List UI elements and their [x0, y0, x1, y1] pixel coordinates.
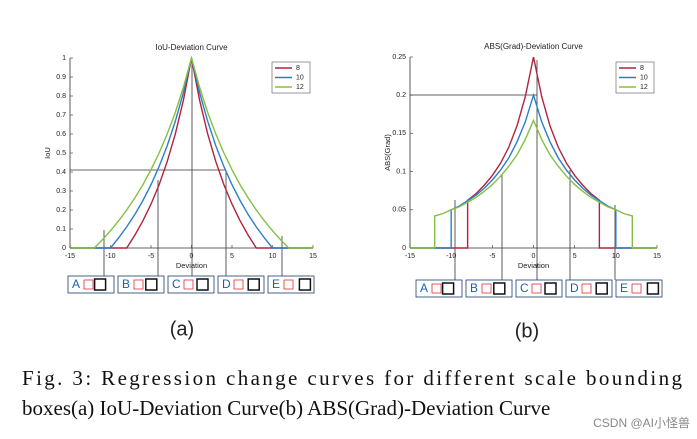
black-square: [298, 278, 312, 291]
y-tick-label: 0.7: [56, 112, 66, 119]
chart-title: IoU-Deviation Curve: [155, 43, 228, 52]
black-square: [247, 278, 260, 291]
chart-title: ABS(Grad)-Deviation Curve: [484, 42, 583, 51]
black-square: [493, 282, 506, 295]
x-tick-label: -5: [148, 253, 154, 260]
x-axis-label: Deviation: [518, 261, 549, 270]
black-square: [441, 282, 455, 295]
x-tick-label: 15: [653, 253, 661, 260]
panel-box: [415, 279, 463, 298]
y-tick-label: 0.1: [396, 168, 406, 175]
caption-line: boxes(a) IoU-Deviation Curve(b) ABS(Grad…: [22, 396, 550, 420]
legend-label: 12: [640, 84, 648, 91]
black-square: [93, 278, 107, 291]
black-square: [646, 282, 660, 295]
x-tick-label: 10: [612, 253, 620, 260]
y-tick-label: 1: [62, 55, 66, 62]
black-square: [196, 278, 209, 291]
panel-box: [465, 279, 513, 298]
x-axis-label: Deviation: [176, 261, 207, 270]
y-tick-label: 0.2: [396, 92, 406, 99]
panel-letter: D: [222, 277, 231, 291]
x-tick-label: 15: [309, 253, 317, 260]
x-tick-label: 0: [190, 253, 194, 260]
x-tick-label: -10: [105, 253, 115, 260]
legend-label: 8: [640, 65, 644, 72]
x-tick-label: 0: [532, 253, 536, 260]
red-square: [233, 279, 244, 290]
x-tick-label: -15: [405, 253, 415, 260]
panel-letter: E: [620, 281, 628, 295]
y-tick-label: 0.3: [56, 188, 66, 195]
y-tick-label: 0.05: [392, 207, 406, 214]
panel-box: [67, 275, 115, 294]
y-tick-label: 0.2: [56, 207, 66, 214]
black-square: [544, 282, 557, 295]
x-tick-label: -10: [446, 253, 456, 260]
guide-lines: [70, 60, 616, 280]
y-tick-label: 0.9: [56, 74, 66, 81]
data-line: [410, 118, 657, 249]
x-tick-label: 10: [269, 253, 277, 260]
panel-letter: C: [520, 281, 529, 295]
data-line: [70, 55, 313, 249]
panel-box: [217, 275, 265, 294]
y-tick-label: 0.6: [56, 131, 66, 138]
data-line: [410, 92, 657, 249]
panel-letter: B: [470, 281, 478, 295]
y-tick-label: 0.8: [56, 93, 66, 100]
legend-label: 12: [296, 84, 304, 91]
red-square: [581, 283, 592, 294]
panel-box: [267, 275, 315, 294]
red-square: [133, 279, 144, 290]
panel-letter: B: [122, 277, 130, 291]
panel-letter: A: [72, 277, 80, 291]
panel-box: [117, 275, 165, 294]
black-square: [145, 278, 158, 291]
panel-letter: C: [172, 277, 181, 291]
panel-box: [565, 279, 613, 298]
subfigure-label: (a): [170, 318, 194, 340]
panel-box: [167, 275, 215, 294]
red-square: [431, 283, 442, 294]
y-tick-label: 0: [62, 245, 66, 252]
subfigure-label: (b): [515, 320, 539, 342]
legend-label: 10: [640, 74, 648, 81]
y-tick-label: 0.25: [392, 54, 406, 61]
red-square: [631, 283, 642, 294]
red-square: [283, 279, 294, 290]
panel-letter: A: [420, 281, 428, 295]
panel-box: [615, 279, 663, 298]
y-axis-label: IoU: [43, 147, 52, 159]
data-line: [410, 56, 657, 249]
watermark: CSDN @AI小怪兽: [593, 416, 690, 430]
y-tick-label: 0.1: [56, 226, 66, 233]
y-axis-label: ABS(Grad): [383, 134, 392, 171]
red-square: [83, 279, 94, 290]
legend-label: 10: [296, 74, 304, 81]
caption-line: Fig. 3: Regression change curves for dif…: [22, 366, 683, 390]
red-square: [531, 283, 542, 294]
panel-letter: D: [570, 281, 579, 295]
red-square: [183, 279, 194, 290]
legend-label: 8: [296, 65, 300, 72]
x-tick-label: -5: [489, 253, 495, 260]
black-square: [595, 282, 608, 295]
x-tick-label: 5: [230, 253, 234, 260]
y-tick-label: 0: [402, 245, 406, 252]
y-tick-label: 0.4: [56, 169, 66, 176]
x-tick-label: -15: [65, 253, 75, 260]
y-tick-label: 0.15: [392, 130, 406, 137]
x-tick-label: 5: [573, 253, 577, 260]
panel-box: [515, 279, 563, 298]
red-square: [481, 283, 492, 294]
panel-letter: E: [272, 277, 280, 291]
y-tick-label: 0.5: [56, 150, 66, 157]
